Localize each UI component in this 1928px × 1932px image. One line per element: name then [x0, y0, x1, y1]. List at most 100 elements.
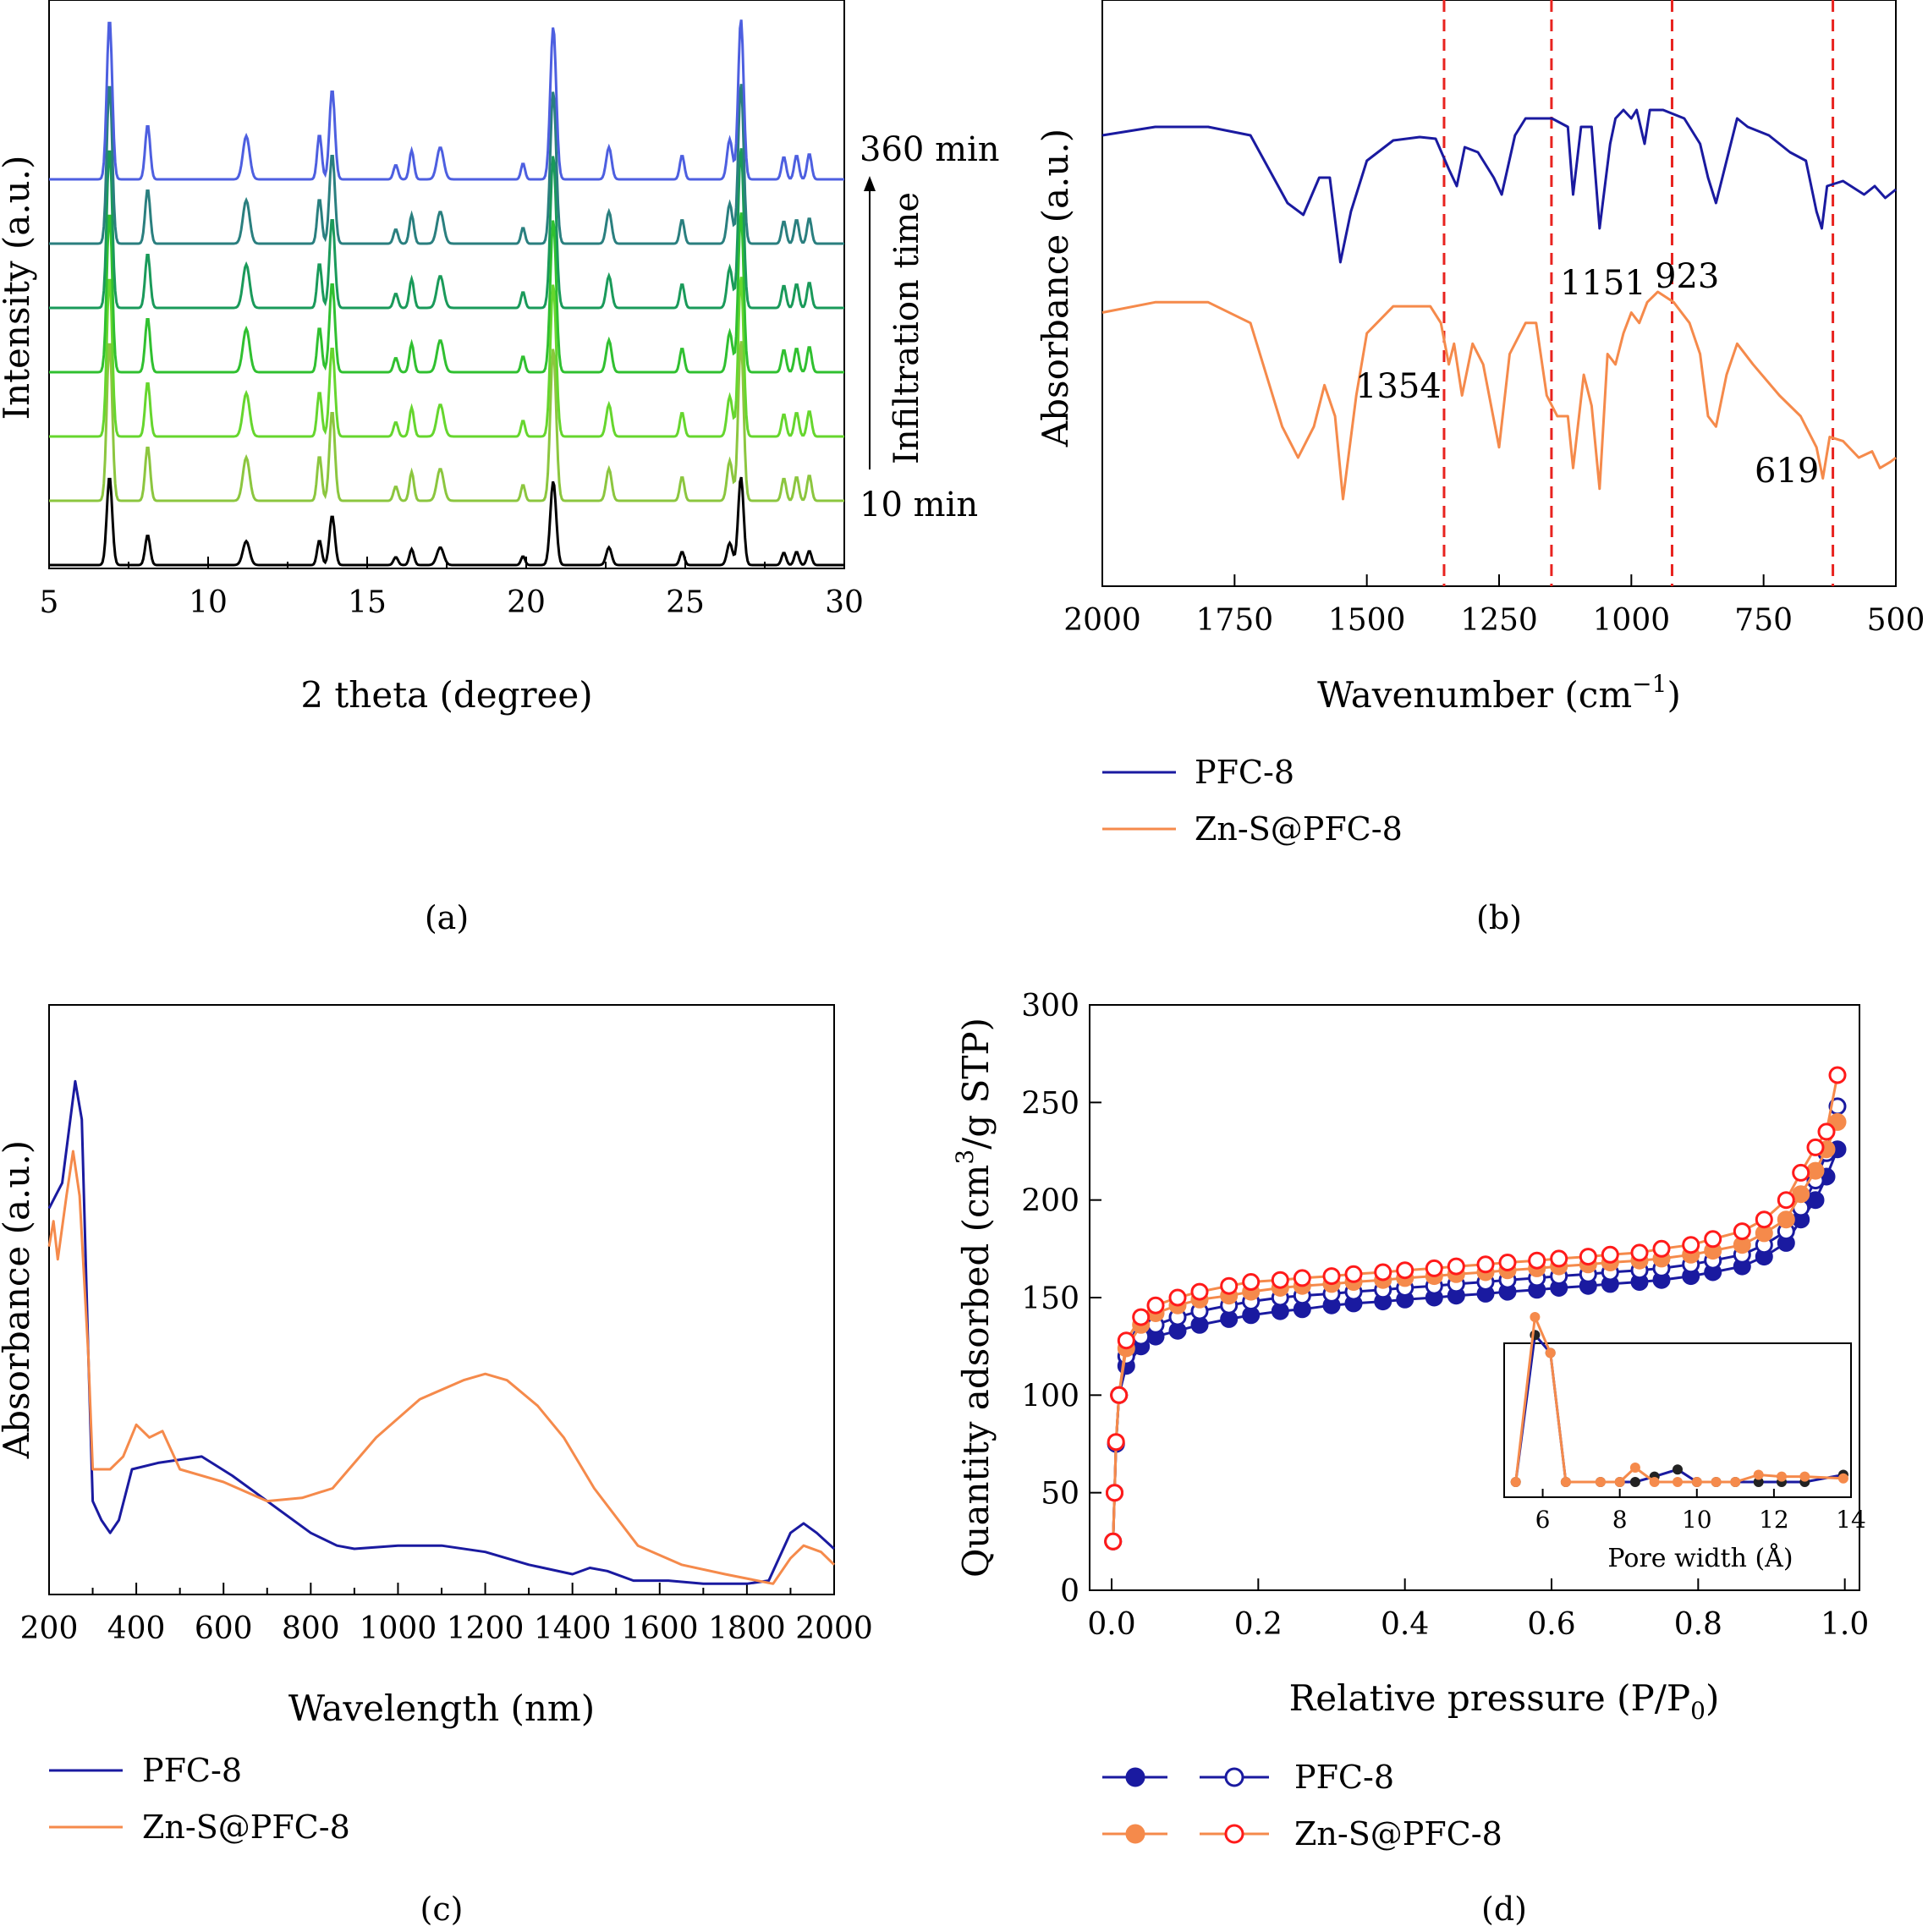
- panel-d-inset-point-1: [1649, 1477, 1660, 1487]
- panel-d-y-tick-label: 0: [1060, 1574, 1079, 1609]
- panel-d-series-3-point: [1550, 1249, 1568, 1268]
- panel-d-y-axis-label-main: Quantity adsorbed (cm: [955, 1165, 997, 1578]
- panel-b-x-axis-label: Wavenumber (cm−1): [1317, 670, 1681, 716]
- panel-b-caption: (b): [1476, 899, 1522, 936]
- panel-a-x-ticks: 5 10 15 20 25 30: [40, 557, 864, 620]
- panel-d-inset-x-ticks: 6 8 10 12 14: [1535, 1489, 1866, 1534]
- panel-b-series-line-0: [1101, 108, 1897, 264]
- panel-c-x-tick-label: 600: [195, 1611, 253, 1646]
- panel-d-inset-point-1: [1753, 1469, 1764, 1480]
- panel-d-series-3-point: [1828, 1066, 1847, 1084]
- panel-d-series-3-point: [1682, 1236, 1700, 1254]
- panel-b-x-ticks: 2000 1750 1500 1250 1000 750 500: [1063, 574, 1925, 638]
- panel-a-series-line-1: [49, 341, 844, 502]
- panel-d-series-3-point: [1652, 1239, 1671, 1258]
- panel-b-x-tick-label: 1250: [1460, 603, 1538, 638]
- panel-d-inset-pore-width: 6 8 10 12 14 Pore width (Å): [1503, 1312, 1866, 1573]
- panel-d-series-3-point: [1704, 1230, 1722, 1249]
- panel-a-series-line-4: [49, 148, 844, 310]
- panel-b-series: [1101, 108, 1897, 501]
- panel-d-x-tick-label: 1.0: [1821, 1607, 1869, 1642]
- panel-d-series-3-point: [1271, 1271, 1289, 1289]
- panel-d-inset-tick-label: 14: [1836, 1506, 1866, 1534]
- panel-a-series-line-0: [49, 476, 844, 567]
- panel-d-series-3-point: [1107, 1433, 1125, 1452]
- panel-d-series-3-point: [1344, 1265, 1363, 1283]
- panel-d-legend-filled-marker: [1125, 1767, 1145, 1787]
- panel-d-inset-point-0: [1629, 1477, 1640, 1487]
- panel-d-inset-point-0: [1753, 1477, 1764, 1487]
- panel-d-series-3-point: [1630, 1243, 1649, 1262]
- panel-d-y-tick-label: 150: [1021, 1282, 1079, 1316]
- panel-a-series-line-6: [49, 19, 844, 181]
- panel-d-caption: (d): [1481, 1891, 1527, 1928]
- panel-a-arrow-label: Infiltration time: [887, 192, 926, 464]
- panel-c-x-tick-label: 400: [107, 1611, 166, 1646]
- panel-d-inset-tick-label: 6: [1535, 1506, 1551, 1534]
- panel-d-y-axis-label: Quantity adsorbed (cm3/g STP): [951, 1018, 997, 1578]
- panel-d-series-3-point: [1242, 1273, 1261, 1291]
- panel-d-inset-x-axis-label: Pore width (Å): [1607, 1543, 1793, 1573]
- panel-c-x-tick-label: 1000: [360, 1611, 437, 1646]
- panel-a-xrd-chart: 5 10 15 20 25 30 2 theta (degree) Intensity (…: [0, 0, 1000, 936]
- panel-b-ftir-chart: 2000 1750 1500 1250 1000 750 500 1354 1151 923…: [1035, 0, 1925, 936]
- panel-d-y-axis-label-end: /g STP): [955, 1018, 997, 1150]
- panel-b-x-tick-label: 2000: [1063, 603, 1141, 638]
- panel-d-inset-point-1: [1799, 1471, 1810, 1482]
- panel-c-legend: PFC-8 Zn-S@PFC-8: [49, 1752, 350, 1846]
- panel-c-x-tick-label: 800: [282, 1611, 340, 1646]
- panel-d-x-axis-label-main: Relative pressure (P/P: [1289, 1677, 1691, 1719]
- panel-d-series-3-point: [1447, 1257, 1465, 1276]
- panel-d-series-3-point: [1146, 1296, 1165, 1315]
- panel-b-x-axis-label-sup: −1: [1632, 670, 1667, 698]
- panel-a-y-axis-label: Intensity (a.u.): [0, 156, 37, 420]
- panel-d-x-tick-label: 0.4: [1381, 1607, 1429, 1642]
- panel-b-annotation-923: 923: [1655, 257, 1719, 296]
- panel-c-x-ticks: 200 400 600 800 1000 1200 1400 1600 1800 2000: [20, 1583, 873, 1646]
- panel-d-y-tick-label: 100: [1021, 1379, 1079, 1413]
- panel-d-inset-point-0: [1673, 1464, 1683, 1475]
- panel-d-inset-point-1: [1560, 1477, 1571, 1487]
- panel-b-x-tick-label: 1500: [1328, 603, 1406, 638]
- panel-d-series-3-point: [1733, 1222, 1751, 1241]
- panel-c-series-line-0: [47, 1079, 836, 1585]
- panel-b-x-tick-label: 1750: [1196, 603, 1274, 638]
- panel-b-series-line-1: [1101, 290, 1897, 501]
- panel-b-annotation-619: 619: [1755, 452, 1819, 491]
- panel-b-legend-label-zns: Zn-S@PFC-8: [1195, 810, 1403, 848]
- panel-d-series-3-point: [1110, 1386, 1129, 1404]
- panel-d-series-3-point: [1106, 1484, 1123, 1502]
- panel-c-plot-frame: [48, 1004, 835, 1595]
- panel-c-legend-label-zns: Zn-S@PFC-8: [142, 1809, 350, 1846]
- panel-d-inset-point-1: [1545, 1347, 1556, 1358]
- panel-d-series-3-point: [1425, 1259, 1443, 1277]
- panel-b-plot-frame: [1101, 0, 1897, 587]
- panel-d-x-axis-label: Relative pressure (P/P0): [1289, 1677, 1720, 1725]
- panel-d-series-3-point: [1806, 1138, 1825, 1156]
- panel-d-x-tick-label: 0.0: [1087, 1607, 1135, 1642]
- panel-c-uv-vis-chart: 200 400 600 800 1000 1200 1400 1600 1800 2000 Wav…: [0, 1004, 873, 1928]
- panel-a-caption: (a): [425, 899, 469, 936]
- panel-c-x-tick-label: 2000: [795, 1611, 873, 1646]
- panel-d-series-2-point: [1828, 1112, 1847, 1131]
- panel-d-inset-point-1: [1777, 1471, 1787, 1482]
- panel-c-series-line-1: [47, 1150, 836, 1585]
- panel-d-series-3-point: [1498, 1254, 1517, 1271]
- panel-d-legend: PFC-8 Zn-S@PFC-8: [1102, 1759, 1502, 1852]
- panel-d-series-3-point: [1579, 1248, 1597, 1266]
- panel-d-series-3-point: [1755, 1210, 1773, 1229]
- panel-d-x-tick-label: 0.2: [1234, 1607, 1283, 1642]
- panel-b-x-axis-label-end: ): [1667, 674, 1680, 716]
- panel-d-series-3-point: [1777, 1191, 1795, 1210]
- panel-d-inset-tick-label: 8: [1612, 1506, 1628, 1534]
- panel-a-x-axis-label: 2 theta (degree): [300, 674, 592, 716]
- panel-d-series-2-point: [1777, 1210, 1795, 1229]
- panel-d-inset-tick-label: 12: [1759, 1506, 1789, 1534]
- panel-d-series-3-point: [1117, 1331, 1135, 1350]
- panel-d-x-axis-label-end: ): [1706, 1677, 1719, 1719]
- panel-d-series-3-point: [1220, 1276, 1239, 1295]
- panel-d-inset-line-1: [1514, 1312, 1843, 1484]
- panel-a-x-tick-label: 15: [348, 585, 387, 620]
- panel-d-series-3-point: [1374, 1263, 1392, 1282]
